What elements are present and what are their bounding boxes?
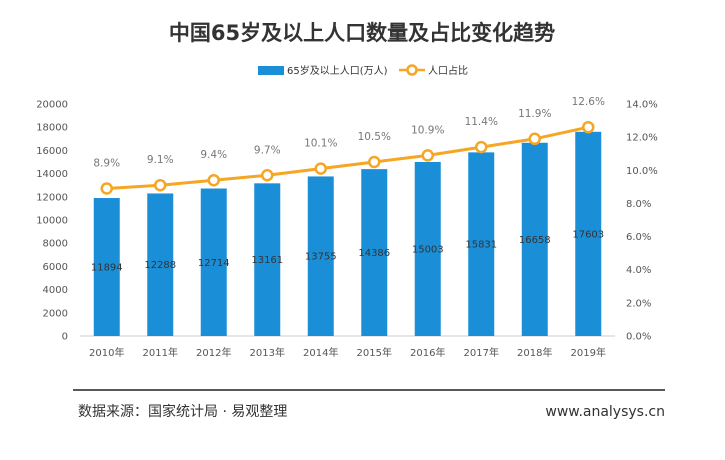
bar [147,193,174,336]
x-tick-label: 2015年 [357,346,392,359]
line-point [314,162,327,175]
bar [93,198,120,336]
footer-source: 数据来源：国家统计局 · 易观整理 [78,403,287,420]
bar [361,169,388,336]
bar-value-label: 13755 [305,252,337,263]
y-right-tick-label: 2.0% [626,298,651,309]
legend-line-label: 人口占比 [428,64,468,77]
line-value-label: 9.7% [254,144,281,156]
line-value-label: 9.1% [147,154,174,166]
line-value-label: 12.6% [572,96,605,108]
line-point [421,149,434,162]
line-point [528,132,541,146]
y-right-tick-label: 8.0% [626,199,651,210]
line-path [106,125,589,191]
x-tick-label: 2019年 [571,346,606,359]
x-tick-label: 2018年 [517,346,552,359]
line-point [582,120,595,134]
x-tick-label: 2010年 [89,346,124,359]
bar-value-label: 15003 [412,244,444,255]
y-left-tick-label: 2000 [43,308,68,319]
bar [414,161,441,336]
line-point [154,178,167,192]
x-tick-label: 2016年 [410,346,445,359]
bar [468,152,495,336]
chart-title: 中国65岁及以上人口数量及占比变化趋势 [169,21,555,45]
line-value-label: 9.4% [200,149,227,161]
y-right-tick-label: 10.0% [626,166,658,177]
bar-value-label: 12288 [144,260,176,271]
y-right-tick-label: 6.0% [626,232,651,243]
line-point [100,182,113,195]
y-right-tick-label: 0.0% [626,332,651,343]
y-left-tick-label: 10000 [36,216,68,227]
y-left-tick-label: 4000 [43,285,68,296]
bar [575,131,602,336]
bar-value-label: 12714 [198,258,230,269]
line-value-label: 11.4% [465,116,498,128]
y-left-tick-label: 14000 [36,169,68,180]
y-left-tick-label: 18000 [36,123,68,134]
x-tick-label: 2012年 [196,346,231,359]
chart-legend: 65岁及以上人口(万人) 人口占比 [258,64,468,77]
line-point [368,155,381,169]
line-value-label: 10.9% [411,124,444,136]
y-right-tick-label: 12.0% [626,133,658,144]
legend-bar-swatch [258,66,284,75]
line-point [207,173,220,187]
y-right-tick-label: 4.0% [626,265,651,276]
y-left-tick-label: 0 [62,332,68,343]
y-axis-right: 0.0% 2.0% 4.0% 6.0% 8.0% 10.0% 12.0% 14.0% [626,100,658,343]
line-value-label: 10.1% [304,138,337,150]
line-value-label: 8.9% [93,158,120,170]
x-tick-label: 2011年 [143,346,178,359]
legend-line-marker [406,64,418,76]
bar-series: 11894 12288 12714 13161 13755 14386 15003 15831… [91,131,604,336]
line-value-label: 10.5% [358,131,391,143]
bar-value-label: 13161 [251,255,283,266]
line-point [475,140,488,154]
bar-value-label: 14386 [358,248,390,259]
y-left-tick-label: 16000 [36,146,68,157]
x-tick-label: 2014年 [303,346,338,359]
bar-value-label: 15831 [465,240,497,251]
y-left-tick-label: 20000 [36,100,68,111]
bar-value-label: 17603 [572,229,604,240]
footer-website: www.analysys.cn [545,404,665,420]
x-tick-label: 2013年 [250,346,285,359]
x-axis: 2010年 2011年 2012年 2013年 2014年 2015年 2016年 2017年… [80,335,615,359]
y-right-tick-label: 14.0% [626,100,658,111]
bar [200,188,227,336]
y-axis-left: 0 2000 4000 6000 8000 10000 12000 14000 16000 180… [36,100,68,343]
y-left-tick-label: 12000 [36,192,68,203]
bar [521,142,548,336]
y-left-tick-label: 8000 [43,239,68,250]
y-left-tick-label: 6000 [43,262,68,273]
legend-bar-label: 65岁及以上人口(万人) [287,64,388,77]
x-tick-label: 2017年 [464,346,499,359]
bar [307,176,334,336]
bar-value-label: 11894 [91,263,123,274]
line-value-label: 11.9% [518,108,551,120]
line-point [261,169,274,182]
bar-value-label: 16658 [519,235,551,246]
line-series: 8.9% 9.1% 9.4% 9.7% 10.1% 10.5% 10.9% 11.4% 11.9… [93,96,605,195]
bar [254,183,281,336]
